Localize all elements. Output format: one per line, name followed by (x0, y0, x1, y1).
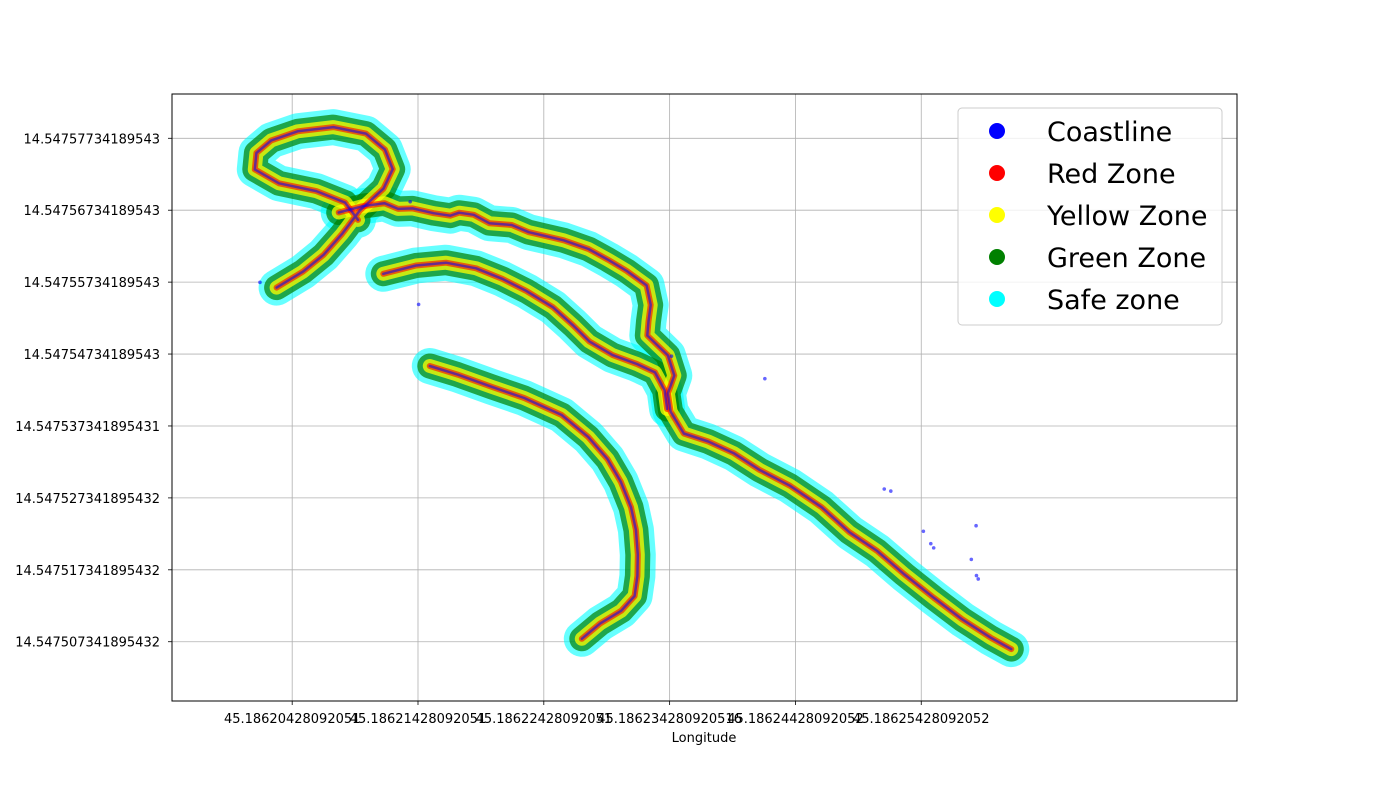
coastline-band (253, 125, 394, 289)
legend-marker-safe-zone (989, 291, 1005, 307)
legend-frame (957, 107, 1223, 326)
y-tick-label: 14.547517341895432 (15, 564, 160, 579)
coastline-point (974, 573, 979, 578)
y-tick-label: 14.54755734189543 (24, 276, 160, 291)
coastline-point (258, 280, 262, 285)
y-tick-label: 14.54756734189543 (24, 204, 160, 219)
coastline-point (888, 489, 893, 493)
y-tick-label: 14.54754734189543 (24, 348, 160, 363)
plot-frame (171, 93, 1238, 702)
zone-bands (236, 109, 1030, 668)
legend-label-red-zone: Red Zone (1047, 159, 1176, 190)
axis-ticks: 45.1862042809205145.1862142809205145.186… (15, 132, 989, 727)
coastline-point (976, 577, 981, 581)
legend-marker-red-zone (989, 165, 1005, 181)
coastline-point (931, 546, 936, 550)
coastline-point (974, 523, 978, 528)
y-tick-label: 14.547507341895432 (15, 636, 160, 651)
legend: Coastline Red Zone Yellow Zone Green Zone Sa… (957, 107, 1223, 326)
x-tick-label: 45.18624428092052 (727, 712, 863, 727)
coastline-point (669, 354, 674, 358)
legend-label-yellow-zone: Yellow Zone (1046, 201, 1207, 232)
coastline-point (416, 302, 421, 307)
legend-marker-coastline (989, 123, 1005, 139)
x-tick-label: 45.18625428092052 (853, 712, 989, 727)
legend-label-safe-zone: Safe zone (1047, 285, 1180, 316)
x-axis-label: Longitude (672, 731, 737, 746)
coastline-band (382, 261, 669, 411)
coastline-point (408, 200, 412, 204)
coastline-point (882, 487, 887, 491)
coastline-band (337, 201, 1013, 651)
x-tick-label: 45.18621428092051 (350, 712, 486, 727)
y-tick-label: 14.547537341895431 (15, 420, 160, 435)
x-tick-label: 45.18620428092051 (224, 712, 360, 727)
x-tick-label: 45.18622428092051 (476, 712, 612, 727)
legend-label-coastline: Coastline (1047, 117, 1172, 148)
coastline-point (921, 529, 926, 534)
y-tick-label: 14.54757734189543 (24, 132, 160, 147)
coastline-band (428, 364, 640, 641)
x-tick-label: 45.186234280920516 (597, 712, 742, 727)
legend-marker-yellow-zone (989, 207, 1005, 223)
coastline-point (969, 557, 974, 562)
legend-marker-green-zone (989, 249, 1005, 265)
legend-label-green-zone: Green Zone (1047, 243, 1206, 274)
y-tick-label: 14.547527341895432 (15, 492, 160, 507)
coastline-point (928, 541, 933, 546)
coastline-point (763, 376, 767, 381)
